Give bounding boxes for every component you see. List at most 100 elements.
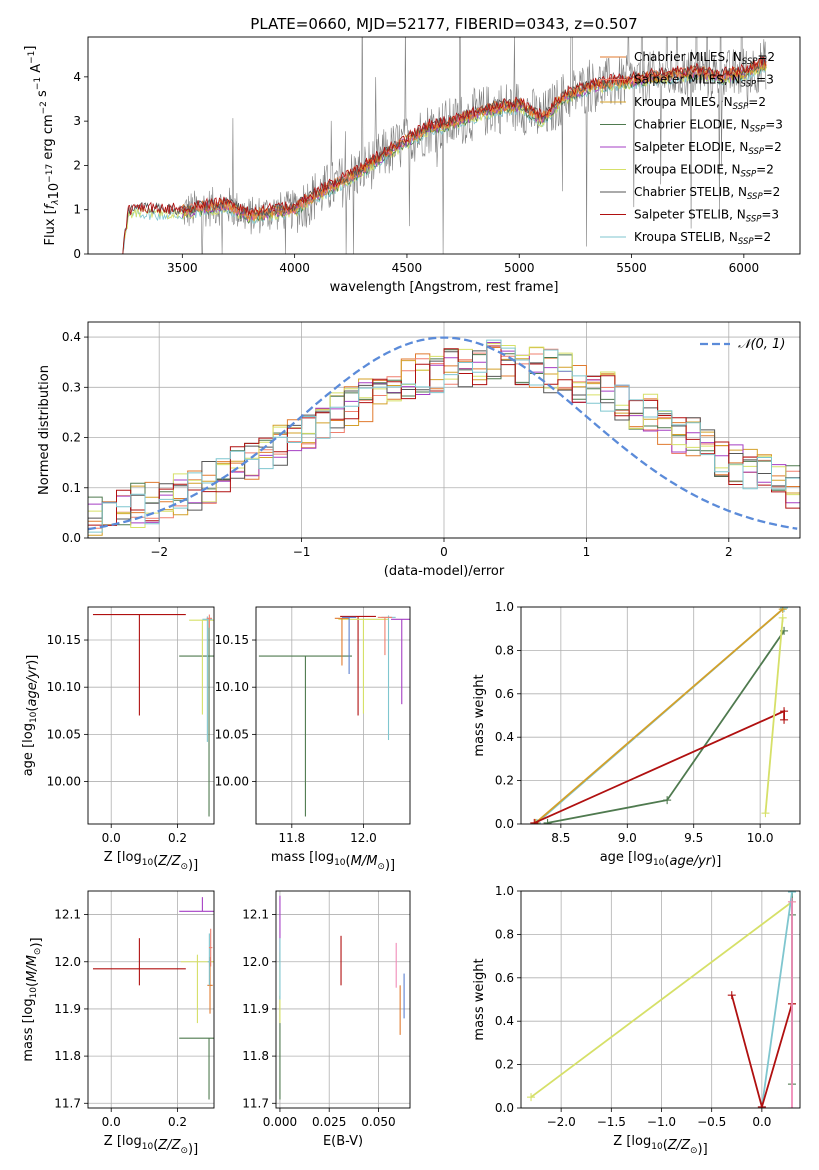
legend-label-sub: SSP [746, 215, 762, 225]
weight_vs_age-xtick-label: 9.5 [684, 831, 703, 845]
weight_vs_age-marker [778, 613, 787, 622]
age_vs_Z-xtick-label: 0.2 [168, 831, 187, 845]
mass_vs_ebv-panel: 0.000 0.025 0.050 11.7 11.8 11.9 12.0 12.1 E(B-V… [242, 890, 411, 1149]
spectrum-ylabel-part: −1 [33, 77, 43, 90]
spectrum-ylabel-part: ] [23, 46, 38, 51]
weight_vs_Z-ytick-label: 0.2 [495, 1058, 514, 1072]
spectrum-xtick-label: 5000 [504, 261, 535, 275]
mass_vs_Z-ytick-label: 12.1 [54, 908, 81, 922]
age_vs_mass-ytick-label: 10.15 [215, 633, 249, 647]
legend-label-main: Salpeter ELODIE, N [634, 140, 748, 154]
spectrum-ylabel-part: −2 [39, 101, 49, 114]
age_vs_mass-xlabel-part: ⊙ [377, 862, 385, 872]
age_vs_Z-point [206, 614, 213, 628]
spectrum-ytick-label: 3 [73, 114, 81, 128]
weight_vs_age-series-kroupa_elodie [764, 617, 784, 814]
weight_vs_age-ylabel: mass weight [472, 674, 487, 756]
spectrum-ytick-label: 1 [73, 203, 81, 217]
legend-label-main: Salpeter STELIB, N [634, 208, 746, 222]
weight_vs_Z-xtick-label: −1.5 [597, 1115, 626, 1129]
mass_vs_Z-xlabel-part: log [122, 1134, 142, 1149]
mass_vs_Z-ylabel-part: ] [29, 937, 44, 942]
age_vs_Z-grid [88, 607, 214, 824]
mass_vs_Z-ytick-label: 11.9 [54, 1002, 81, 1016]
mass_vs_ebv-grid [276, 891, 410, 1108]
mass_vs_Z-ytick-label: 11.7 [54, 1096, 81, 1110]
weight_vs_age-marker [780, 715, 789, 724]
spectrum-ticks: 3500 4000 4500 5000 5500 6000 0 1 2 3 4 [73, 70, 759, 275]
mass_vs_Z-ylabel-part: ) [29, 942, 44, 947]
mass_vs_Z-point [179, 897, 214, 912]
mass_vs_Z-ylabel-part: log [21, 998, 36, 1018]
mass_vs_Z-ticks: 0.0 0.2 11.7 11.8 11.9 12.0 12.1 [54, 908, 187, 1129]
weight_vs_Z-xtick-label: −0.5 [697, 1115, 726, 1129]
weight_vs_age-xlabel-part: age/yr [669, 854, 712, 869]
weight_vs_Z-xlabel-part: Z/Z [667, 1138, 691, 1153]
age_vs_mass-point [340, 615, 376, 716]
residuals-frame [87, 321, 801, 539]
weight_vs_age-xlabel-part: 10 [653, 858, 665, 868]
age_vs_mass-xtick-label: 11.8 [278, 831, 305, 845]
figure-title: PLATE=0660, MJD=52177, FIBERID=0343, z=0… [250, 15, 637, 33]
age_vs_Z-xlabel: Z [log10(Z/Z⊙)] [104, 850, 198, 873]
age_vs_mass-content [258, 615, 410, 817]
residuals-content [88, 336, 800, 536]
weight_vs_age-ytick-label: 0.4 [495, 730, 514, 744]
residuals-xtick-label: 0 [440, 545, 448, 559]
weight_vs_age-marker [543, 818, 552, 824]
residuals-xlabel-part: (data-model)/error [384, 564, 505, 579]
legend-label-main: Kroupa ELODIE, N [634, 163, 741, 177]
residuals-xlabel: (data-model)/error [384, 564, 505, 579]
age_vs_Z-ylabel-part: ] [25, 655, 40, 660]
legend-label-chabrier_miles: Chabrier MILES, NSSP=2 [634, 50, 775, 67]
age_vs_mass-point [377, 616, 393, 656]
mass_vs_ebv-ytick-label: 11.8 [242, 1049, 269, 1063]
age_vs_mass-xlabel-part: mass [ [271, 850, 314, 865]
mass_vs_Z-content [92, 897, 214, 1100]
spectrum-ytick-label: 0 [73, 247, 81, 261]
legend-label-sub: SSP [747, 192, 763, 202]
weight_vs_Z-ylabel: mass weight [472, 958, 487, 1040]
age_vs_Z-ylabel: age [log10(age/yr)] [21, 655, 40, 777]
legend-label-main: Salpeter MILES, N [634, 73, 741, 87]
mass_vs_ebv-xlabel-part: E(B-V) [323, 1134, 363, 1149]
weight_vs_age-xlabel: age [log10(age/yr)] [600, 850, 722, 869]
spectrum-ylabel-part: −1 [27, 51, 37, 64]
weight_vs_Z-ytick-label: 0.6 [495, 971, 514, 985]
spectrum-model-salpeter_stelib [121, 55, 767, 254]
mass_vs_Z-ylabel-part: mass [ [21, 1018, 36, 1061]
weight_vs_Z-ylabel-part: mass weight [472, 958, 487, 1040]
mass_vs_ebv-xlabel: E(B-V) [323, 1134, 363, 1149]
weight_vs_Z-ytick-label: 0.4 [495, 1014, 514, 1028]
legend-label-sub: SSP [741, 80, 757, 90]
spectrum-ylabel-part: A [29, 64, 44, 77]
residuals-ticks: −2 −1 0 1 2 0.0 0.1 0.2 0.3 0.4 [62, 330, 733, 559]
residuals-xtick-label: −1 [293, 545, 311, 559]
mass_vs_Z-ytick-label: 12.0 [54, 955, 81, 969]
legend-label-chabrier_elodie: Chabrier ELODIE, NSSP=3 [634, 118, 783, 135]
weight_vs_age-xlabel-part: log [633, 850, 653, 865]
spectrum-xlabel-part: wavelength [Angstrom, rest frame] [330, 280, 559, 295]
weight_vs_Z-marker [787, 897, 796, 906]
age_vs_mass-xtick-label: 12.0 [350, 831, 377, 845]
spectrum-ytick-label: 2 [73, 158, 81, 172]
age_vs_mass-xlabel-part: M/M [351, 854, 378, 869]
age_vs_Z-ytick-label: 10.05 [47, 727, 81, 741]
age_vs_mass-xlabel: mass [log10(M/M⊙)] [271, 850, 395, 873]
age_vs_mass-frame [255, 606, 411, 825]
legend-label-main: Kroupa MILES, N [634, 95, 733, 109]
mass_vs_ebv-content [279, 895, 405, 1100]
residuals-ytick-label: 0.0 [62, 531, 81, 545]
weight_vs_Z-xtick-label: −2.0 [547, 1115, 576, 1129]
legend-label-suffix: =3 [756, 73, 774, 87]
weight_vs_Z-panel: −2.0 −1.5 −1.0 −0.5 0.0 0.0 0.2 0.4 0.6 0.8 1.0 Z [… [472, 884, 801, 1157]
weight_vs_age-ticks: 8.5 9.0 9.5 10.0 0.0 0.2 0.4 0.6 0.8 1.0 [495, 600, 774, 845]
legend-label-suffix: =2 [754, 230, 772, 244]
weight_vs_Z-ytick-label: 0.8 [495, 927, 514, 941]
mass_vs_ebv-xtick-label: 0.025 [312, 1115, 346, 1129]
mass_vs_Z-xlabel-part: 10 [142, 1142, 154, 1152]
spectrum-xtick-label: 4500 [392, 261, 423, 275]
legend-label-part: 𝒩(0, 1) [738, 337, 785, 352]
mass_vs_Z-frame [87, 890, 215, 1109]
